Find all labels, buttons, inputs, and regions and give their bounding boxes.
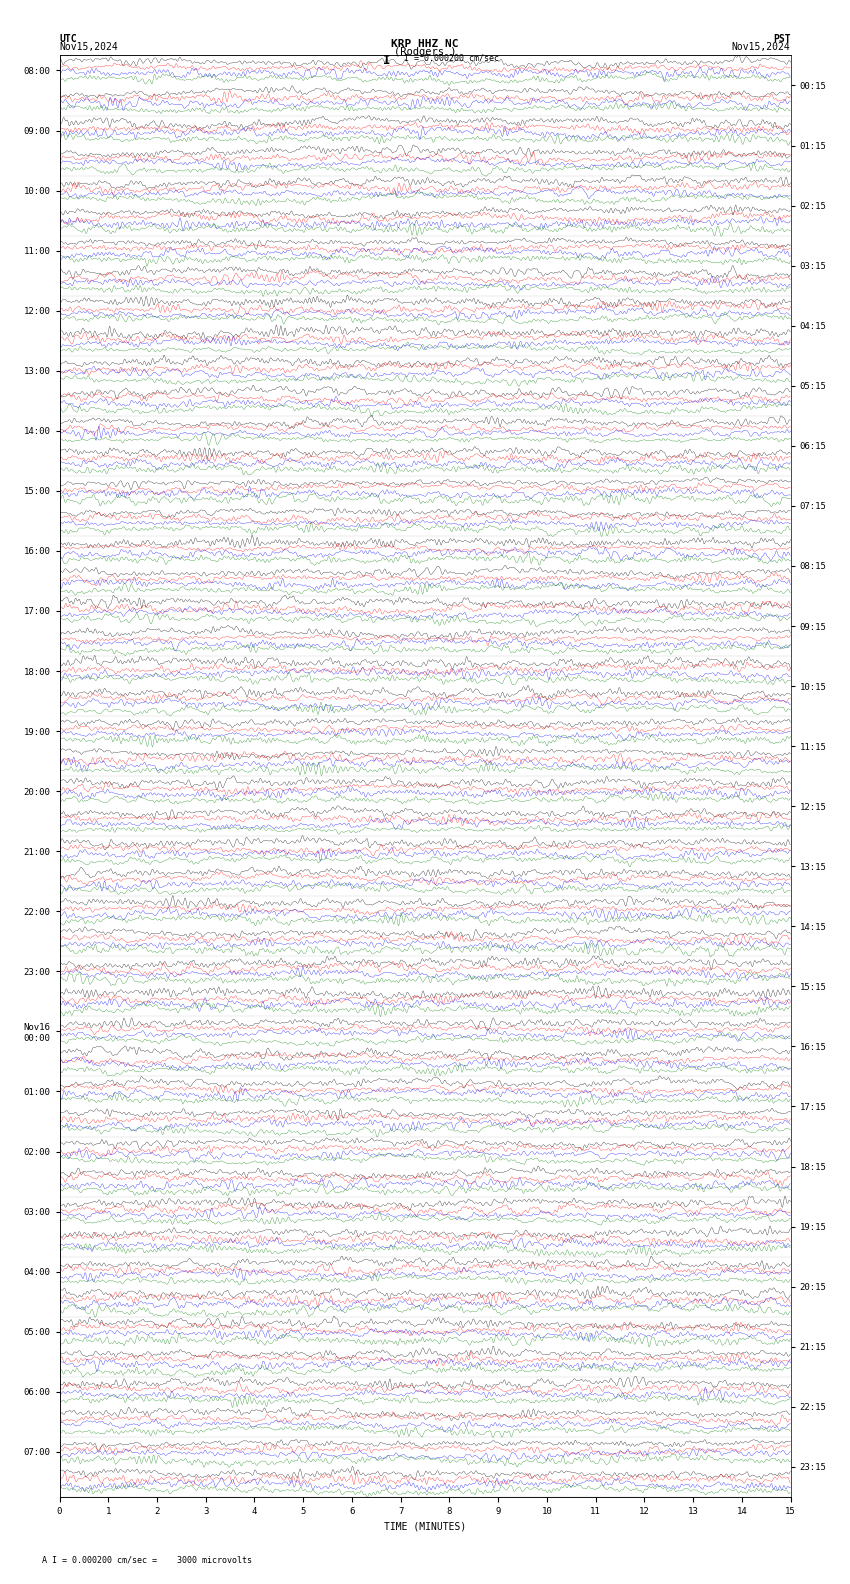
Text: A I = 0.000200 cm/sec =    3000 microvolts: A I = 0.000200 cm/sec = 3000 microvolts xyxy=(42,1555,252,1565)
Text: Nov15,2024: Nov15,2024 xyxy=(732,41,791,52)
Text: (Rodgers ): (Rodgers ) xyxy=(394,46,456,57)
Text: I: I xyxy=(383,54,390,67)
Text: Nov15,2024: Nov15,2024 xyxy=(60,41,118,52)
Text: KRP HHZ NC: KRP HHZ NC xyxy=(391,38,459,49)
Text: I = 0.000200 cm/sec: I = 0.000200 cm/sec xyxy=(404,54,499,63)
Text: PST: PST xyxy=(773,33,790,44)
X-axis label: TIME (MINUTES): TIME (MINUTES) xyxy=(384,1521,466,1532)
Text: UTC: UTC xyxy=(60,33,77,44)
